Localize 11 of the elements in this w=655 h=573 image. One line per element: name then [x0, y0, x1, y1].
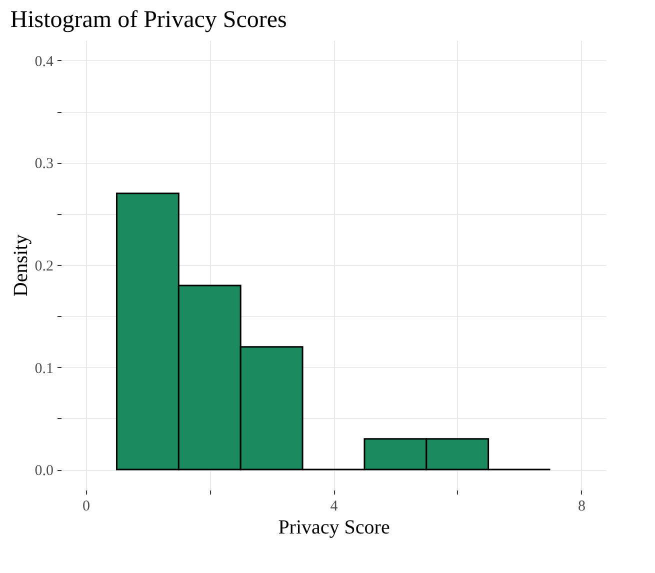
x-axis-title: Privacy Score — [278, 516, 390, 538]
x-tick-label: 0 — [82, 498, 90, 514]
y-tick-label: 0.3 — [34, 156, 54, 172]
y-axis-title: Density — [10, 234, 32, 297]
y-tick-label: 0.0 — [34, 463, 54, 480]
y-tick-label: 0.1 — [34, 360, 54, 377]
chart-title: Histogram of Privacy Scores — [10, 7, 287, 33]
y-tick-label: 0.4 — [34, 54, 54, 70]
x-tick-label: 4 — [330, 498, 338, 514]
y-tick-label: 0.2 — [34, 258, 54, 274]
x-tick-label: 8 — [578, 498, 586, 514]
